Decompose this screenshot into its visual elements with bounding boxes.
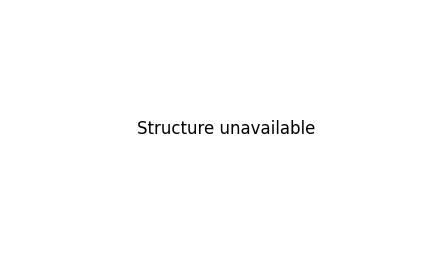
Text: Structure unavailable: Structure unavailable xyxy=(137,119,316,137)
